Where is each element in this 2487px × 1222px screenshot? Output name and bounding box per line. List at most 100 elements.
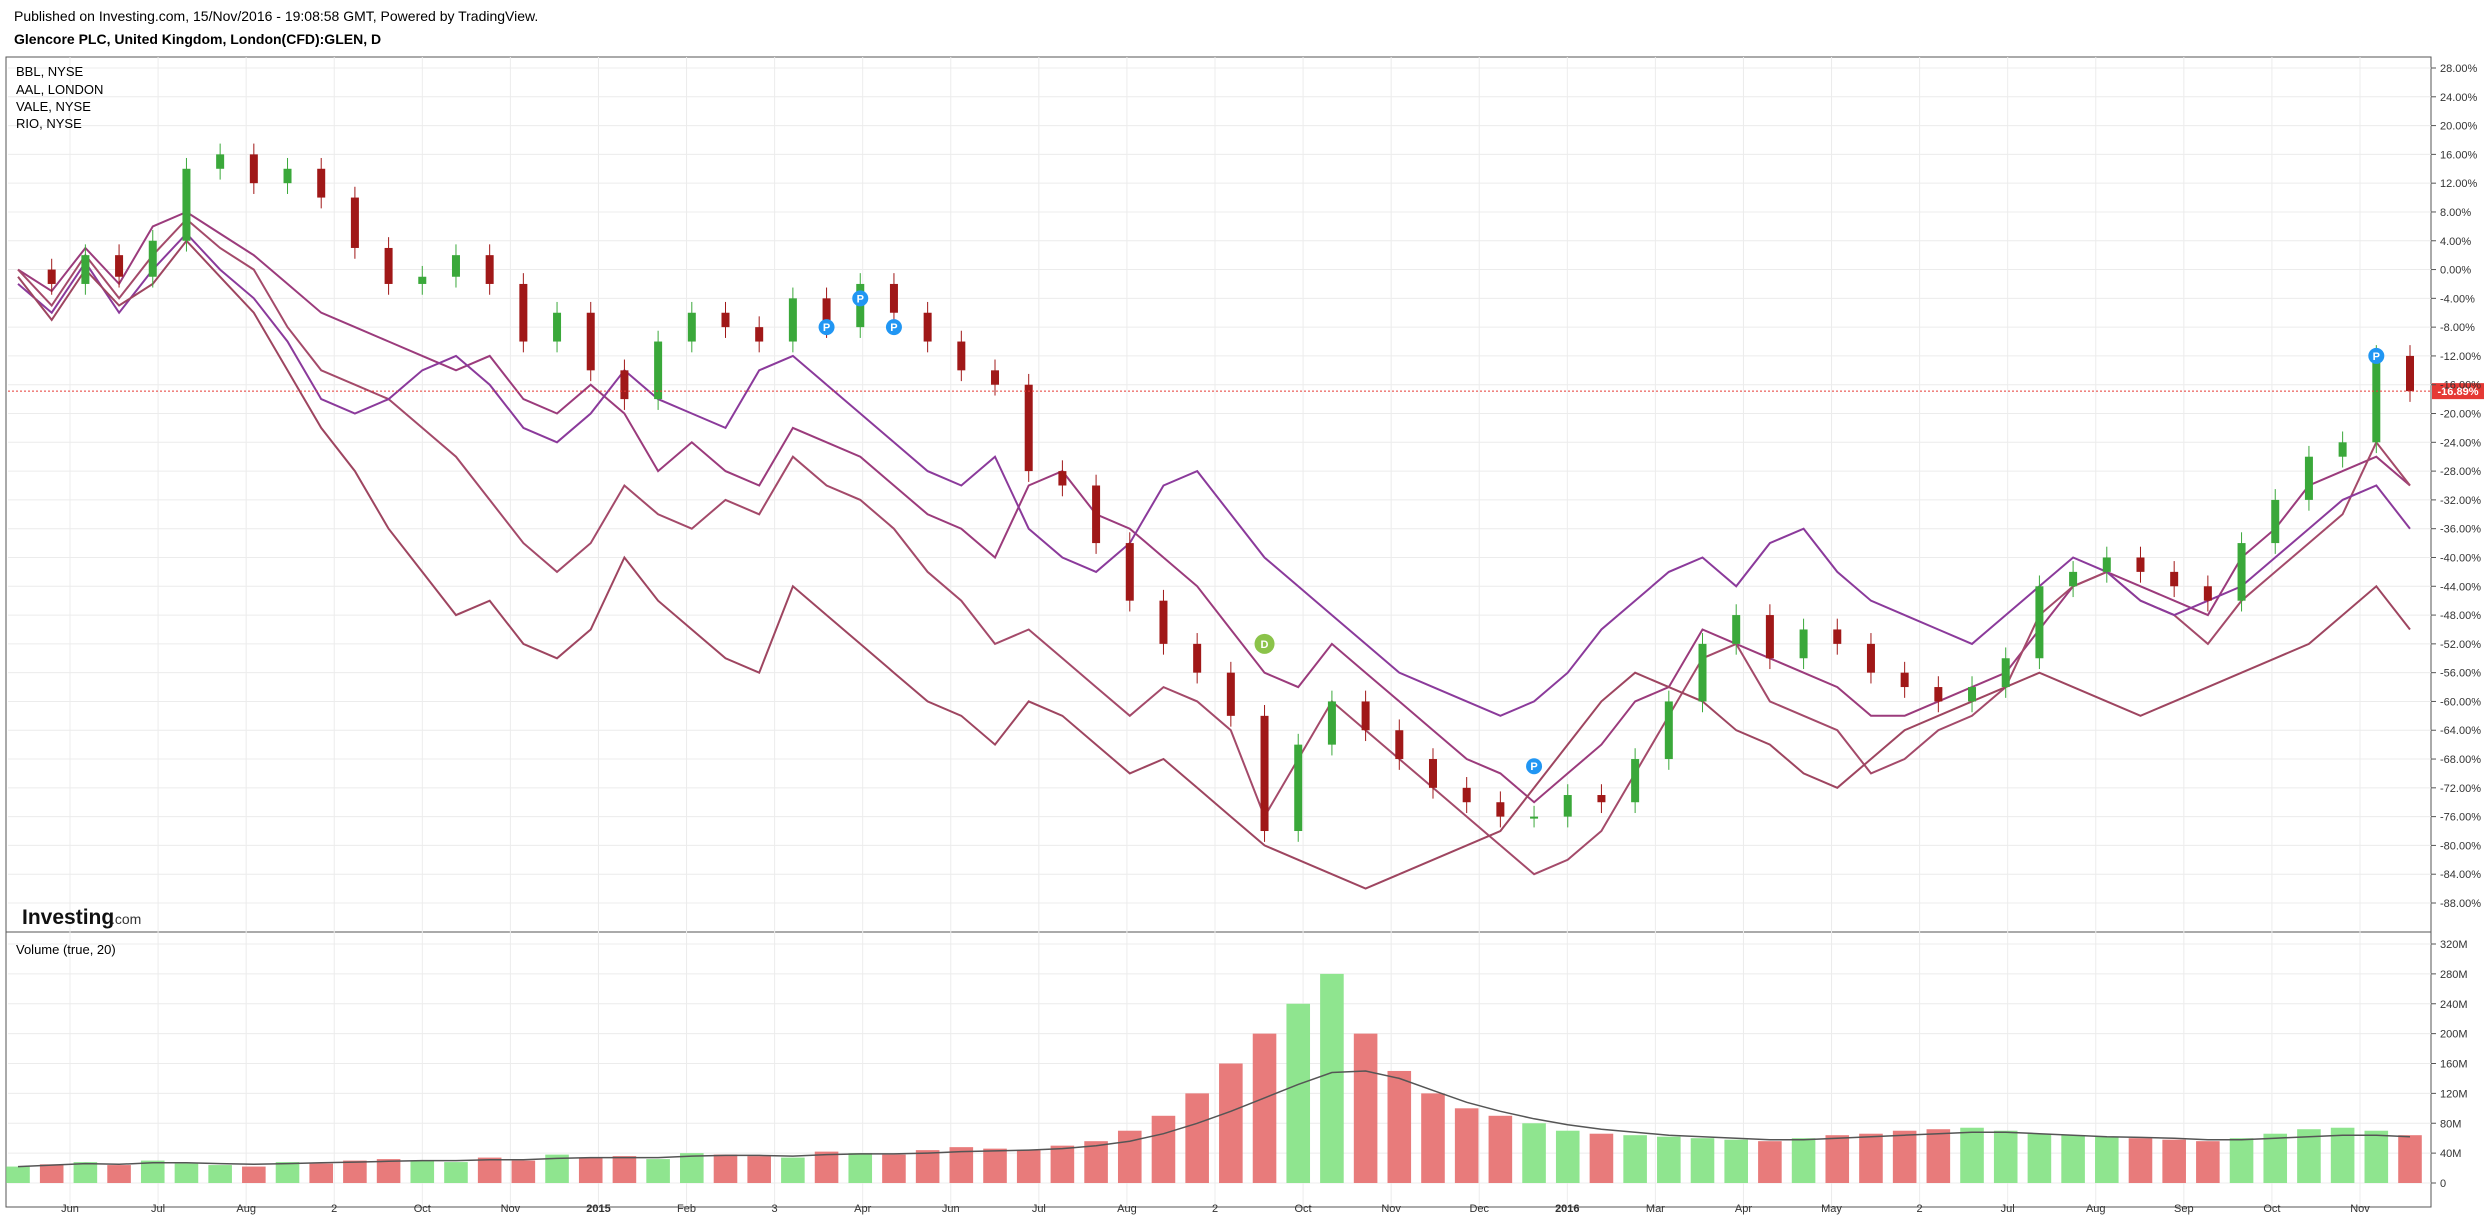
candle-body bbox=[1900, 672, 1909, 688]
vol-tick-label: 200M bbox=[2440, 1029, 2468, 1041]
volume-bar bbox=[545, 1154, 569, 1183]
candle-body bbox=[923, 312, 932, 342]
chart-frame bbox=[5, 56, 2432, 1208]
volume-bar bbox=[1454, 1108, 1479, 1183]
candle-body bbox=[1799, 629, 1808, 659]
series-line bbox=[17, 217, 2411, 876]
volume-bar bbox=[2229, 1138, 2254, 1183]
volume-bar bbox=[1488, 1115, 1513, 1183]
candle-body bbox=[889, 283, 898, 313]
candle-body bbox=[1193, 643, 1202, 673]
volume-bar bbox=[1892, 1130, 1917, 1183]
volume-bar bbox=[814, 1151, 839, 1183]
candle-body bbox=[721, 312, 730, 328]
candle-body bbox=[1327, 701, 1336, 745]
volume-bar bbox=[1791, 1138, 1816, 1183]
volume-bar bbox=[1589, 1133, 1614, 1183]
volume-bar bbox=[1926, 1129, 1951, 1183]
vol-tick-label: 80M bbox=[2440, 1118, 2461, 1130]
x-tick-label: Mar bbox=[1646, 1203, 1665, 1215]
volume-bar bbox=[1320, 973, 1344, 1183]
volume-bar bbox=[1623, 1135, 1647, 1183]
price-candles bbox=[47, 143, 2414, 842]
volume-bar bbox=[882, 1154, 906, 1183]
time-axis[interactable]: Jun Jul Aug 2 Oct Nov 2015 Feb 3 Apr Jun Jul Aug 2 Oct… bbox=[61, 1203, 2370, 1215]
volume-bar bbox=[1050, 1145, 1075, 1183]
candle-body bbox=[2304, 456, 2313, 500]
volume-bar bbox=[646, 1159, 670, 1183]
volume-bar bbox=[2364, 1130, 2389, 1183]
y-tick-label: -56.00% bbox=[2440, 668, 2481, 680]
volume-bar bbox=[1960, 1127, 1984, 1183]
candle-body bbox=[1125, 543, 1134, 601]
candle-body bbox=[283, 168, 292, 184]
x-tick-label: Nov bbox=[501, 1203, 521, 1215]
volume-bar bbox=[1252, 1033, 1277, 1183]
candle-body bbox=[384, 247, 393, 284]
candle-body bbox=[1732, 615, 1741, 644]
y-tick-label: -12.00% bbox=[2440, 351, 2481, 363]
x-tick-label: Aug bbox=[2086, 1203, 2106, 1215]
candle-body bbox=[2271, 499, 2280, 544]
volume-bar bbox=[2061, 1135, 2085, 1183]
series-line bbox=[17, 210, 2411, 804]
candle-body bbox=[1530, 816, 1539, 819]
x-tick-label: Apr bbox=[1735, 1203, 1752, 1215]
price-axis[interactable]: 28.00% 24.00% 20.00% 16.00% 12.00% 8.00% 4.00%… bbox=[2431, 63, 2481, 910]
marker-label: P bbox=[2373, 351, 2380, 363]
candle-body bbox=[451, 255, 460, 277]
y-tick-label: -84.00% bbox=[2440, 869, 2481, 881]
x-tick-label: 2 bbox=[1917, 1203, 1923, 1215]
volume-bar bbox=[1387, 1070, 1412, 1183]
y-tick-label: 0.00% bbox=[2440, 265, 2471, 277]
y-tick-label: 20.00% bbox=[2440, 121, 2478, 133]
y-tick-label: -28.00% bbox=[2440, 466, 2481, 478]
x-tick-label: Jul bbox=[2001, 1203, 2015, 1215]
candle-body bbox=[620, 370, 629, 400]
volume-bar bbox=[2330, 1127, 2355, 1183]
event-markers[interactable]: P P P D P P bbox=[818, 290, 2385, 775]
candle-body bbox=[1866, 643, 1875, 673]
volume-bar bbox=[73, 1162, 98, 1183]
y-tick-label: -72.00% bbox=[2440, 783, 2481, 795]
x-tick-label: Nov bbox=[1381, 1203, 1401, 1215]
candle-body bbox=[2136, 557, 2145, 572]
candle-body bbox=[216, 154, 225, 169]
x-tick-label: 2016 bbox=[1555, 1203, 1579, 1215]
y-tick-label: -32.00% bbox=[2440, 495, 2481, 507]
y-tick-label: -24.00% bbox=[2440, 437, 2481, 449]
candle-body bbox=[148, 240, 157, 277]
candle-body bbox=[1934, 687, 1943, 702]
volume-bar bbox=[1151, 1115, 1176, 1183]
candle-body bbox=[1361, 701, 1370, 731]
volume-bar bbox=[1555, 1130, 1580, 1183]
vol-tick-label: 40M bbox=[2440, 1148, 2461, 1160]
candle-body bbox=[519, 283, 528, 342]
volume-bar bbox=[781, 1157, 805, 1183]
volume-bar bbox=[1084, 1141, 1108, 1183]
legend-item-bbl: BBL, NYSE bbox=[16, 64, 84, 79]
candle-body bbox=[2203, 586, 2212, 601]
price-tag bbox=[2432, 383, 2484, 400]
y-tick-label: 8.00% bbox=[2440, 207, 2471, 219]
candle-body bbox=[47, 269, 56, 284]
investing-logo: Investing .com bbox=[22, 906, 141, 929]
x-tick-label: Jul bbox=[1032, 1203, 1046, 1215]
volume-bar bbox=[343, 1160, 367, 1183]
candle-body bbox=[755, 327, 764, 342]
vol-tick-label: 320M bbox=[2440, 939, 2468, 951]
published-header: Published on Investing.com, 15/Nov/2016 … bbox=[14, 8, 539, 24]
volume-bar bbox=[983, 1148, 1007, 1183]
candle-body bbox=[788, 298, 797, 342]
y-tick-label: 28.00% bbox=[2440, 63, 2478, 75]
y-tick-label: -44.00% bbox=[2440, 581, 2481, 593]
volume-axis[interactable]: 320M 280M 240M 200M 160M 120M 80M 40M 0 bbox=[2431, 939, 2468, 1190]
y-tick-label: -4.00% bbox=[2440, 293, 2475, 305]
x-tick-label: Oct bbox=[1295, 1203, 1312, 1215]
dividend-marker bbox=[1254, 633, 1275, 654]
x-tick-label: Oct bbox=[2263, 1203, 2280, 1215]
volume-bar bbox=[477, 1157, 502, 1183]
series-line bbox=[17, 239, 2411, 890]
volume-bar bbox=[1724, 1139, 1748, 1183]
